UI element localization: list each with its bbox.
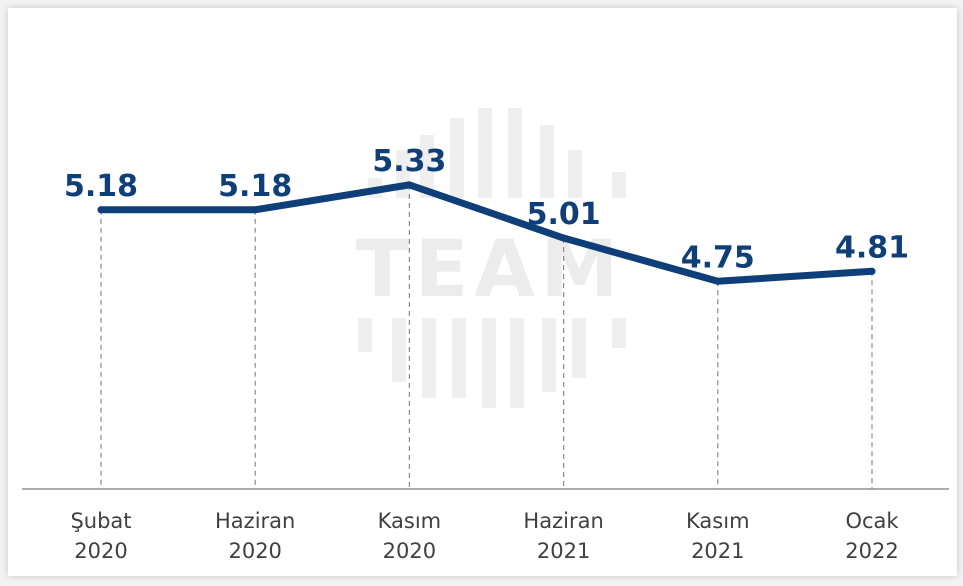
x-tick-label-month: Kasım — [686, 509, 750, 533]
series-line — [97, 181, 876, 285]
watermark-bar — [542, 318, 556, 392]
watermark-bar — [452, 318, 466, 398]
chart-card — [8, 8, 957, 576]
x-tick-label-year: 2021 — [537, 539, 590, 563]
data-point — [714, 277, 722, 285]
data-point — [405, 181, 413, 189]
watermark-bar — [612, 318, 626, 348]
x-tick-label-year: 2022 — [845, 539, 898, 563]
data-point — [97, 206, 105, 214]
watermark-bar — [612, 172, 626, 198]
x-tick-label-month: Kasım — [378, 509, 442, 533]
x-tick-label-year: 2020 — [383, 539, 436, 563]
data-label: 5.18 — [64, 169, 138, 204]
data-label: 4.75 — [681, 240, 755, 275]
data-label: 5.33 — [372, 144, 446, 179]
watermark-bar — [450, 118, 464, 198]
x-axis-tick-labels: Şubat 2020 Haziran 2020 Kasım 2020 Haziran 2021… — [70, 509, 899, 563]
data-point — [251, 206, 259, 214]
data-label: 4.81 — [835, 230, 909, 265]
watermark-text: TEAM — [356, 225, 624, 315]
x-tick-label-month: Ocak — [845, 509, 899, 533]
watermark-bar — [420, 135, 434, 198]
watermark-bar — [540, 125, 554, 198]
x-tick-label-month: Şubat — [70, 509, 131, 533]
x-tick-label-month: Haziran — [215, 509, 295, 533]
data-point — [560, 234, 568, 242]
x-tick-label-year: 2021 — [691, 539, 744, 563]
drop-lines — [100, 184, 873, 489]
x-tick-label-month: Haziran — [523, 509, 603, 533]
watermark-bar — [482, 318, 496, 408]
watermark-logo: TEAM — [356, 108, 626, 408]
watermark-bar — [510, 318, 524, 408]
watermark-bar — [478, 108, 492, 198]
data-point — [868, 267, 876, 275]
series-line-group — [97, 181, 876, 285]
watermark-bar — [358, 318, 372, 352]
watermark-bar — [392, 318, 406, 382]
watermark-bar — [568, 150, 582, 198]
watermark-bar — [422, 318, 436, 398]
watermark-bar — [572, 318, 586, 378]
data-label: 5.18 — [218, 169, 292, 204]
x-tick-label-year: 2020 — [228, 539, 281, 563]
data-labels: 5.18 5.18 5.33 5.01 4.75 4.81 — [64, 144, 909, 275]
data-label: 5.01 — [527, 197, 601, 232]
watermark-bar — [508, 108, 522, 198]
x-tick-label-year: 2020 — [74, 539, 127, 563]
